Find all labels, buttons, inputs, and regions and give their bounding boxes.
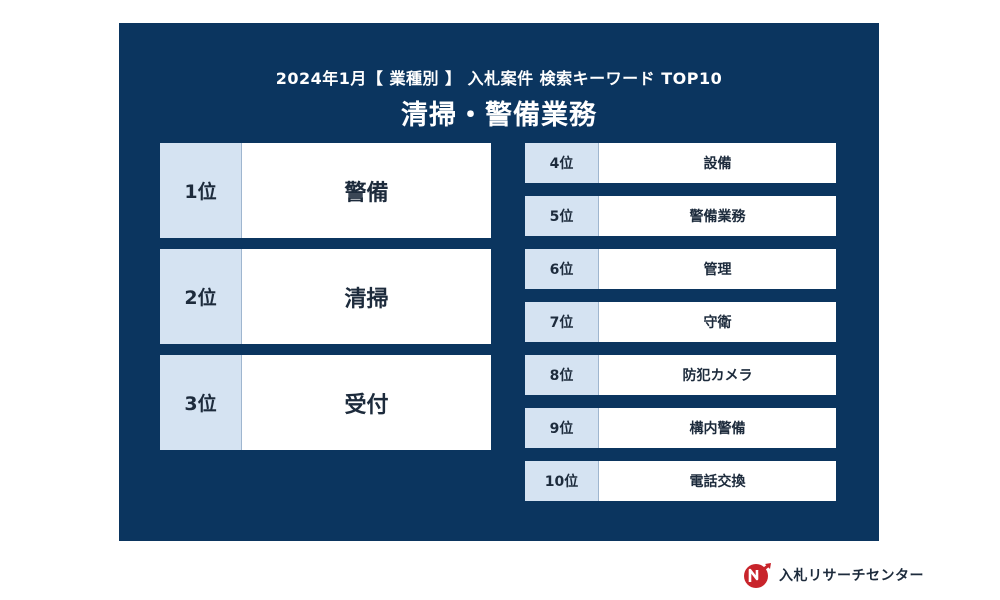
keyword-label: 守衛	[703, 315, 732, 331]
keyword-label: 清掃	[344, 286, 389, 312]
brand-footer: 入札リサーチセンター	[743, 561, 924, 589]
keyword-label: 警備業務	[689, 209, 746, 225]
keyword-label: 管理	[703, 262, 732, 278]
rank-label: 7位	[525, 302, 599, 342]
keyword-label: 電話交換	[689, 474, 746, 490]
ranking-row-3: 3位 受付	[160, 355, 491, 450]
keyword-label: 設備	[703, 156, 732, 172]
page-subtitle: 清掃・警備業務	[401, 100, 597, 131]
rank-label: 1位	[160, 143, 242, 238]
ranking-row-6: 6位 管理	[525, 249, 836, 289]
rank-label: 3位	[160, 355, 242, 450]
keyword-label: 警備	[344, 180, 389, 206]
ranking-row-4: 4位 設備	[525, 143, 836, 183]
rank-label: 5位	[525, 196, 599, 236]
page-title: 2024年1月【 業種別 】 入札案件 検索キーワード TOP10	[275, 69, 723, 88]
ranking-row-5: 5位 警備業務	[525, 196, 836, 236]
rank-label: 10位	[525, 461, 599, 501]
ranking-row-7: 7位 守衛	[525, 302, 836, 342]
keyword-label: 受付	[344, 392, 389, 418]
rank-label: 6位	[525, 249, 599, 289]
rank-label: 4位	[525, 143, 599, 183]
nr-logo-icon	[744, 563, 771, 588]
rank-label: 2位	[160, 249, 242, 344]
ranking-row-8: 8位 防犯カメラ	[525, 355, 836, 395]
rank-label: 8位	[525, 355, 599, 395]
keyword-label: 構内警備	[689, 421, 746, 437]
ranking-panel: 2024年1月【 業種別 】 入札案件 検索キーワード TOP10 清掃・警備業…	[119, 23, 879, 541]
ranking-row-10: 10位 電話交換	[525, 461, 836, 501]
brand-name: 入札リサーチセンター	[779, 568, 924, 584]
keyword-label: 防犯カメラ	[682, 368, 753, 384]
ranking-row-2: 2位 清掃	[160, 249, 491, 344]
rank-label: 9位	[525, 408, 599, 448]
ranking-row-9: 9位 構内警備	[525, 408, 836, 448]
ranking-row-1: 1位 警備	[160, 143, 491, 238]
